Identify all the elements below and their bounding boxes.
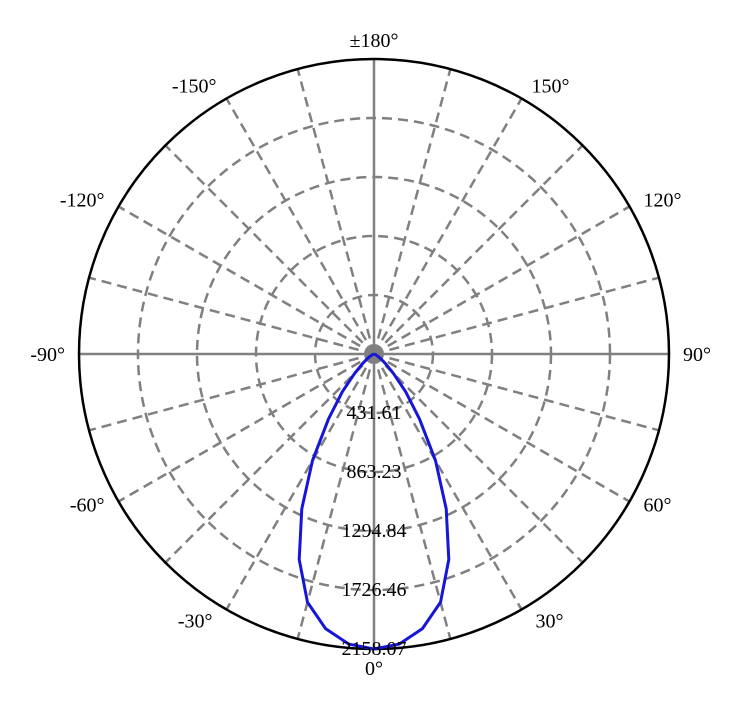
radial-tick-label: 1726.46 xyxy=(342,579,407,601)
angle-tick-label: 0° xyxy=(365,658,383,680)
angle-tick-label: 60° xyxy=(643,495,671,517)
angle-tick-label: -150° xyxy=(172,76,217,98)
angle-tick-label: -60° xyxy=(70,495,105,517)
angle-tick-label: 90° xyxy=(683,344,711,366)
radial-tick-label: 2158.07 xyxy=(342,638,407,660)
angle-tick-label: -90° xyxy=(30,344,65,366)
angle-tick-label: 150° xyxy=(532,76,570,98)
angle-tick-label: -120° xyxy=(60,190,105,212)
radial-tick-label: 863.23 xyxy=(347,461,402,483)
angle-tick-label: 30° xyxy=(536,610,564,632)
angle-tick-label: -30° xyxy=(178,610,213,632)
angle-tick-label: 120° xyxy=(643,190,681,212)
radial-tick-label: 431.61 xyxy=(347,402,402,424)
polar-chart: 431.61 863.23 1294.84 1726.46 2158.070° 30° 60… xyxy=(0,0,748,708)
radial-tick-label: 1294.84 xyxy=(342,520,407,542)
angle-tick-label: ±180° xyxy=(350,30,399,52)
